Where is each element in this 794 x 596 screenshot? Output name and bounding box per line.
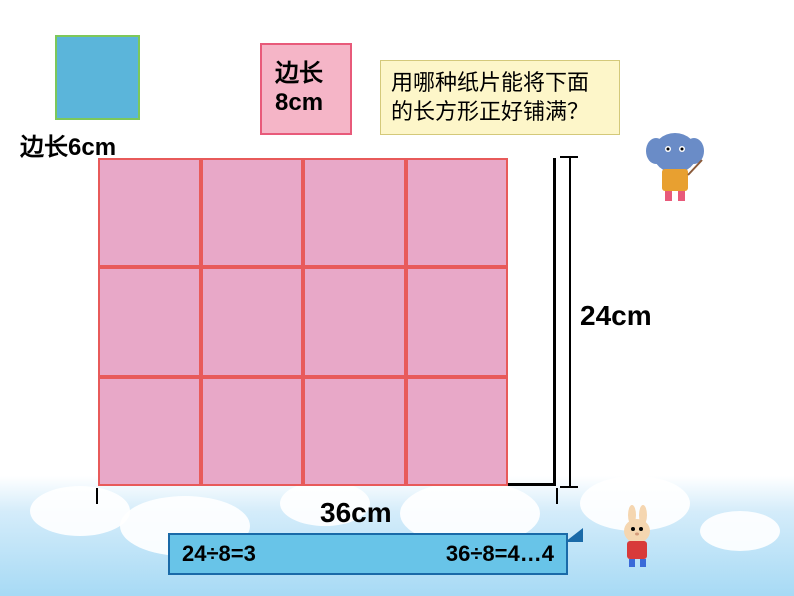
grid-cell xyxy=(201,267,304,376)
pink-tile-label: 边长 8cm xyxy=(275,60,323,118)
calc-expr2: 36÷8=4…4 xyxy=(446,541,554,567)
elephant-mascot-icon xyxy=(640,125,710,205)
grid-cell xyxy=(303,158,406,267)
dimension-line-vertical xyxy=(569,158,571,486)
grid-cell xyxy=(98,267,201,376)
blue-tile xyxy=(55,35,140,120)
tile-grid xyxy=(98,158,508,486)
grid-cell xyxy=(98,158,201,267)
grid-cell xyxy=(406,158,509,267)
pink-label-line2: 8cm xyxy=(275,89,323,116)
height-label: 24cm xyxy=(580,300,652,332)
blue-tile-label: 边长6cm xyxy=(20,127,116,162)
grid-cell xyxy=(201,377,304,486)
dimension-tick xyxy=(560,486,578,488)
grid-cell xyxy=(98,377,201,486)
calculation-box: 24÷8=3 36÷8=4…4 xyxy=(168,533,568,575)
dimension-tick xyxy=(556,488,558,504)
dimension-tick xyxy=(96,488,98,504)
grid-cell xyxy=(201,158,304,267)
grid-cell xyxy=(406,267,509,376)
question-text: 用哪种纸片能将下面的长方形正好铺满？ xyxy=(380,60,620,135)
dimension-tick xyxy=(560,156,578,158)
width-label: 36cm xyxy=(320,497,392,529)
grid-cell xyxy=(406,377,509,486)
grid-cell xyxy=(303,377,406,486)
grid-cell xyxy=(303,267,406,376)
calc-expr1: 24÷8=3 xyxy=(182,541,256,567)
rabbit-mascot-icon xyxy=(610,505,665,570)
pink-label-line1: 边长 xyxy=(275,60,323,87)
